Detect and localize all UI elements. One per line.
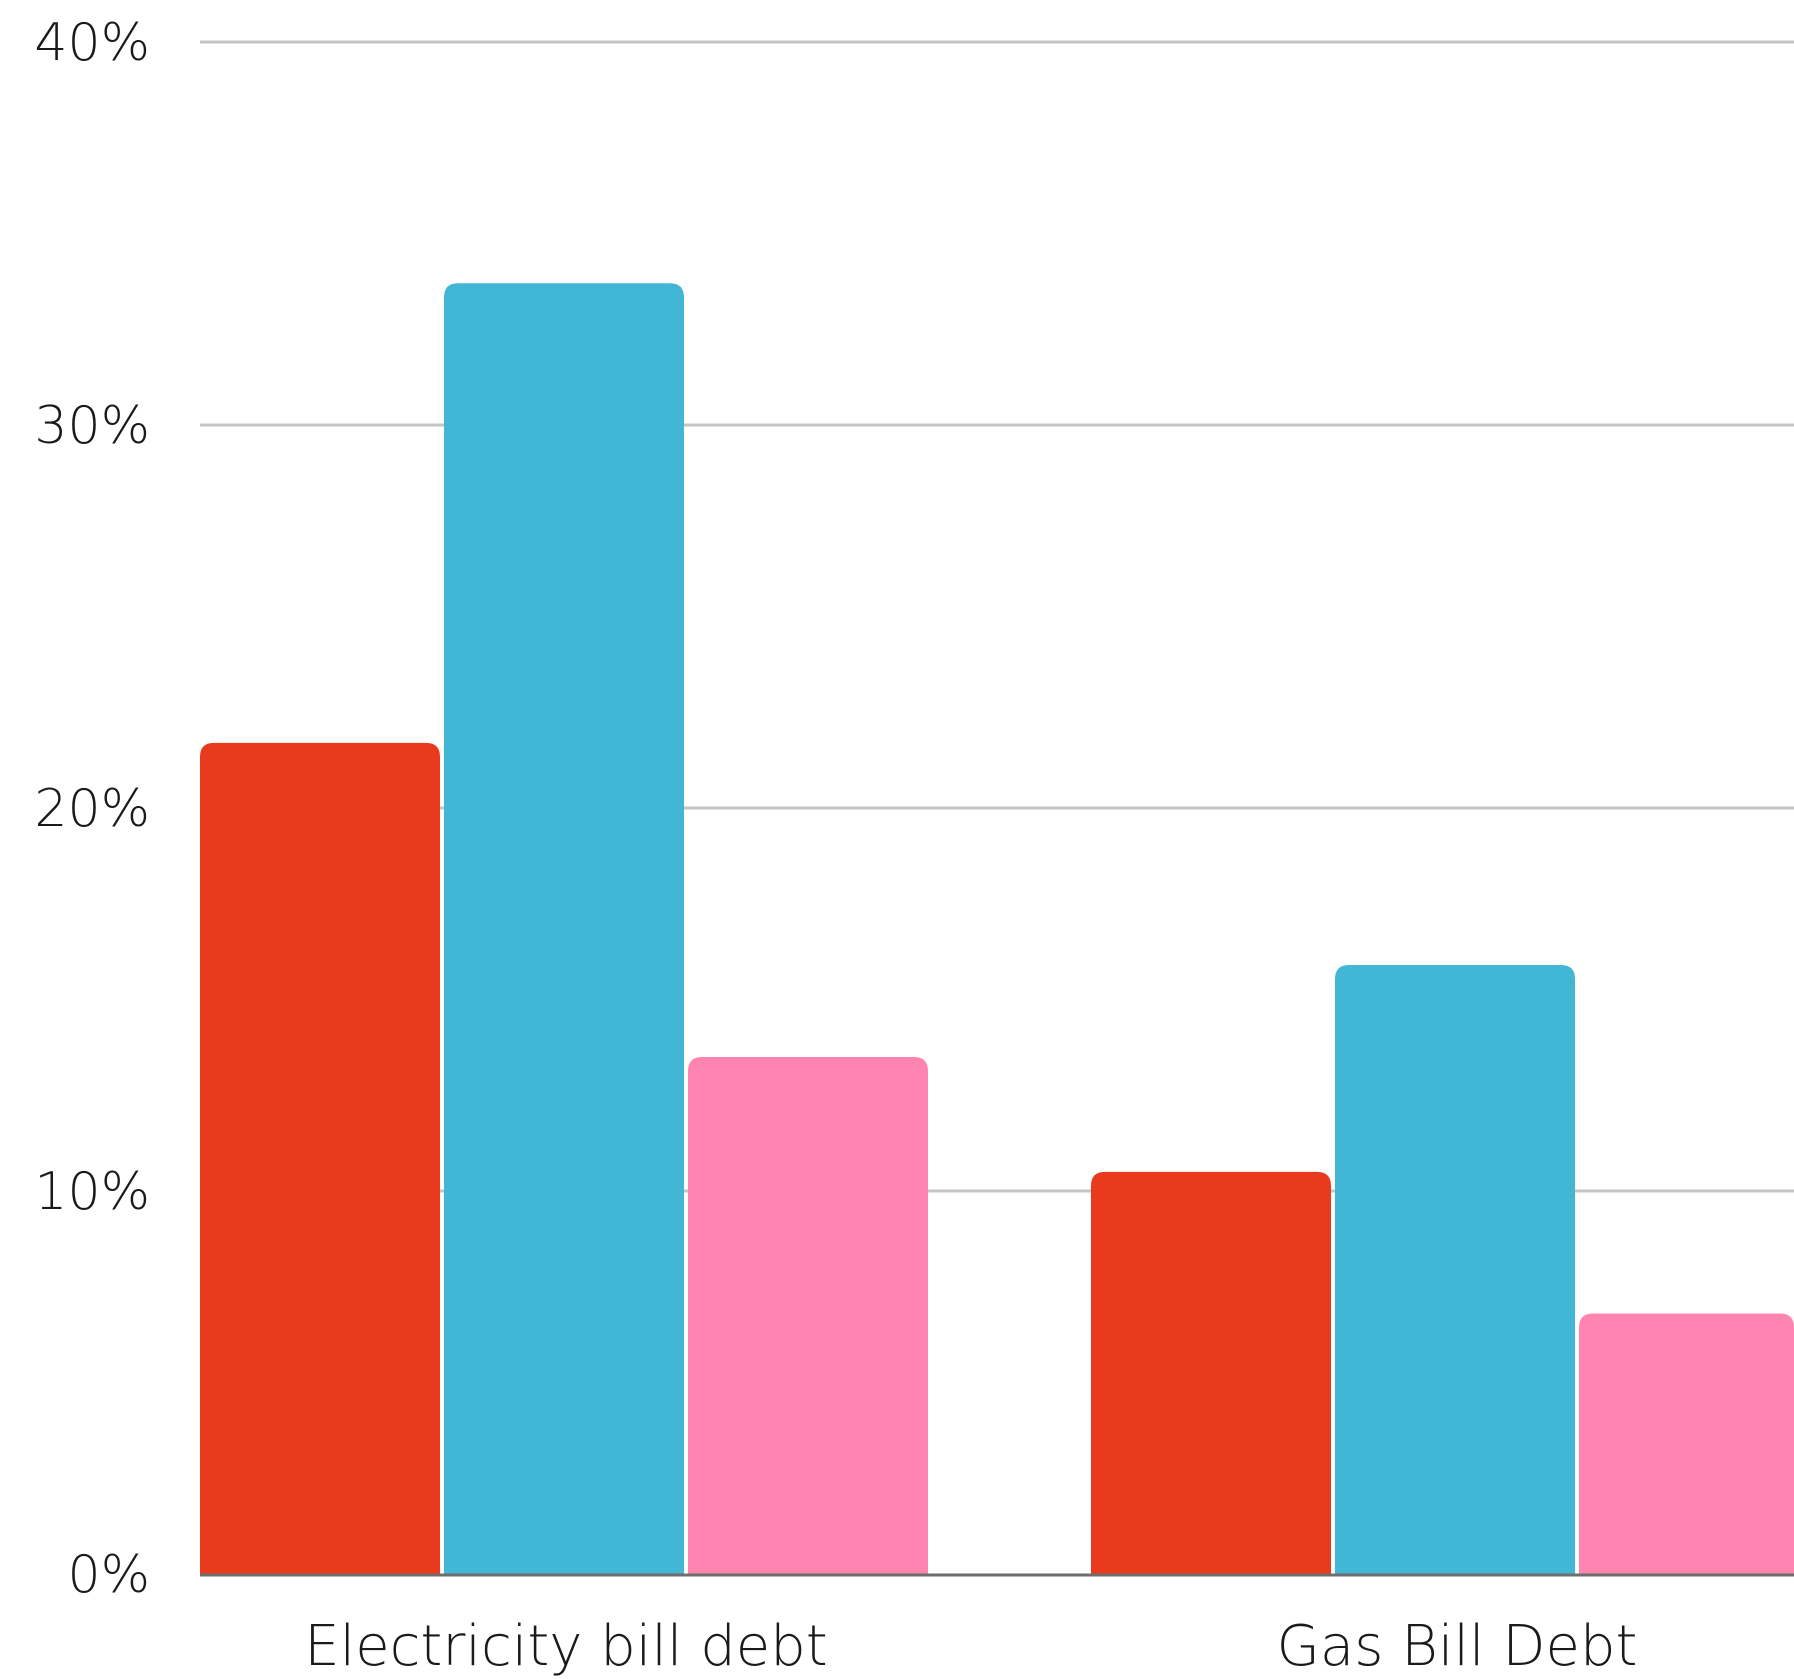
y-axis-tick-labels: 0% 10% 20% 30% 40% <box>34 13 150 1605</box>
y-tick-label: 30% <box>34 396 150 456</box>
bar <box>1091 1171 1331 1574</box>
bar <box>444 283 684 1574</box>
category-label: Electricity bill debt <box>304 1614 828 1679</box>
bars <box>200 283 1794 1574</box>
bar <box>688 1056 928 1574</box>
x-axis-category-labels: Electricity bill debt Gas Bill Debt <box>304 1614 1637 1679</box>
bar <box>200 742 440 1574</box>
y-tick-label: 10% <box>34 1162 150 1222</box>
bar <box>1579 1313 1794 1574</box>
y-tick-label: 0% <box>68 1545 151 1605</box>
y-tick-label: 20% <box>34 779 150 839</box>
bar <box>1335 965 1575 1574</box>
category-label: Gas Bill Debt <box>1277 1614 1638 1679</box>
y-tick-label: 40% <box>34 13 150 73</box>
